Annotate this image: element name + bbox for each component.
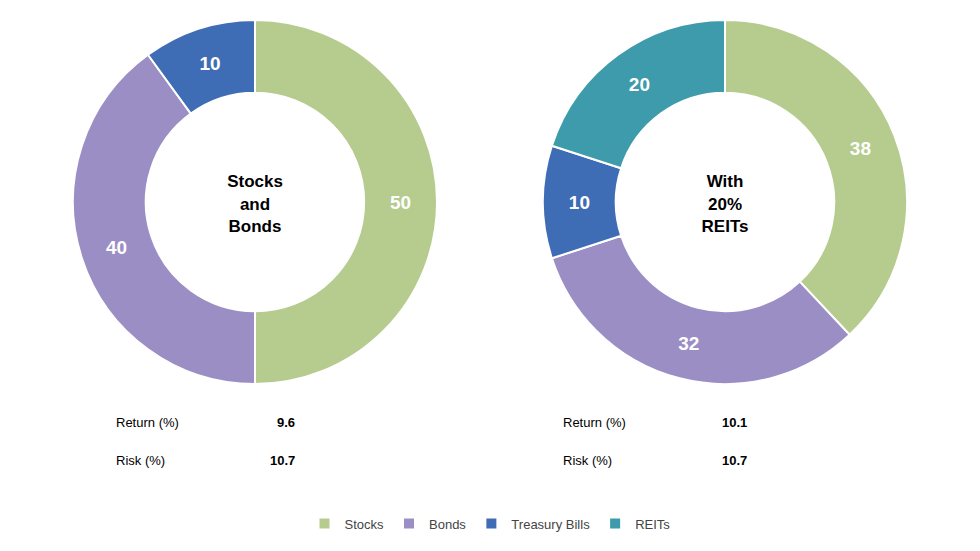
svg-text:20: 20	[629, 74, 650, 95]
svg-text:With20%REITs: With20%REITs	[702, 172, 749, 235]
svg-text:10.7: 10.7	[270, 453, 295, 468]
svg-text:9.6: 9.6	[277, 415, 295, 430]
svg-text:Return (%): Return (%)	[563, 415, 626, 430]
svg-text:10: 10	[569, 192, 590, 213]
svg-text:StocksandBonds: StocksandBonds	[227, 172, 283, 235]
svg-text:Risk (%): Risk (%)	[116, 453, 165, 468]
svg-text:10.7: 10.7	[722, 453, 747, 468]
svg-text:50: 50	[390, 192, 411, 213]
svg-text:Risk (%): Risk (%)	[563, 453, 612, 468]
svg-text:Stocks: Stocks	[345, 517, 385, 532]
svg-text:Bonds: Bonds	[429, 517, 466, 532]
svg-text:10: 10	[199, 53, 220, 74]
svg-text:Treasury Bills: Treasury Bills	[511, 517, 590, 532]
svg-text:40: 40	[106, 237, 127, 258]
svg-text:38: 38	[850, 138, 871, 159]
svg-text:10.1: 10.1	[722, 415, 747, 430]
svg-text:REITs: REITs	[635, 517, 670, 532]
svg-text:Return (%): Return (%)	[116, 415, 179, 430]
svg-text:32: 32	[678, 333, 699, 354]
